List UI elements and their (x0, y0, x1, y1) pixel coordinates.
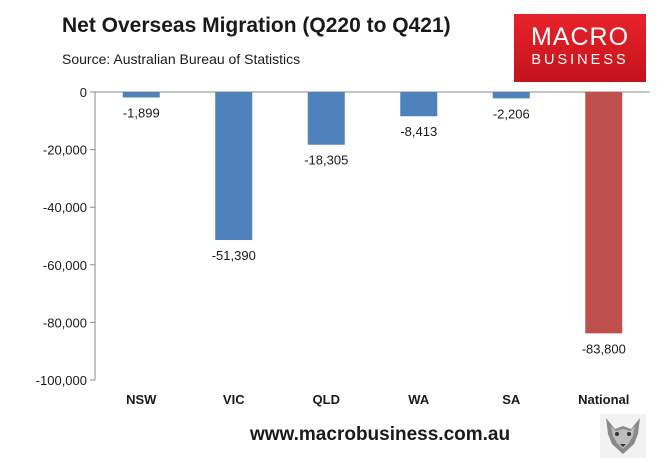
bar (492, 92, 530, 99)
chart-subtitle: Source: Australian Bureau of Statistics (62, 51, 301, 67)
data-label: -18,305 (304, 153, 348, 168)
logo-line1: MACRO (530, 23, 630, 51)
y-tick-label: -80,000 (43, 315, 87, 330)
wolf-icon (600, 414, 646, 458)
y-tick-label: 0 (80, 85, 87, 100)
bar (307, 92, 345, 145)
category-label: NSW (126, 392, 157, 407)
data-label: -8,413 (400, 124, 437, 139)
bar (585, 92, 623, 334)
y-tick-label: -40,000 (43, 200, 87, 215)
macrobusiness-logo: MACRO BUSINESS (514, 14, 646, 82)
chart-title: Net Overseas Migration (Q220 to Q421) (62, 14, 451, 37)
bar (122, 92, 160, 98)
category-label: SA (502, 392, 521, 407)
category-label: WA (408, 392, 430, 407)
y-tick-label: -60,000 (43, 258, 87, 273)
bar (400, 92, 438, 117)
footer-url: www.macrobusiness.com.au (250, 424, 511, 445)
category-label: National (578, 392, 629, 407)
logo-line2: BUSINESS (531, 52, 629, 68)
y-tick-label: -100,000 (36, 373, 87, 388)
category-label: VIC (223, 392, 245, 407)
data-label: -2,206 (493, 106, 530, 121)
category-label: QLD (313, 392, 340, 407)
data-label: -83,800 (582, 341, 626, 356)
data-label: -1,899 (123, 105, 160, 120)
y-tick-label: -20,000 (43, 143, 87, 158)
data-label: -51,390 (212, 248, 256, 263)
bar (215, 92, 253, 241)
